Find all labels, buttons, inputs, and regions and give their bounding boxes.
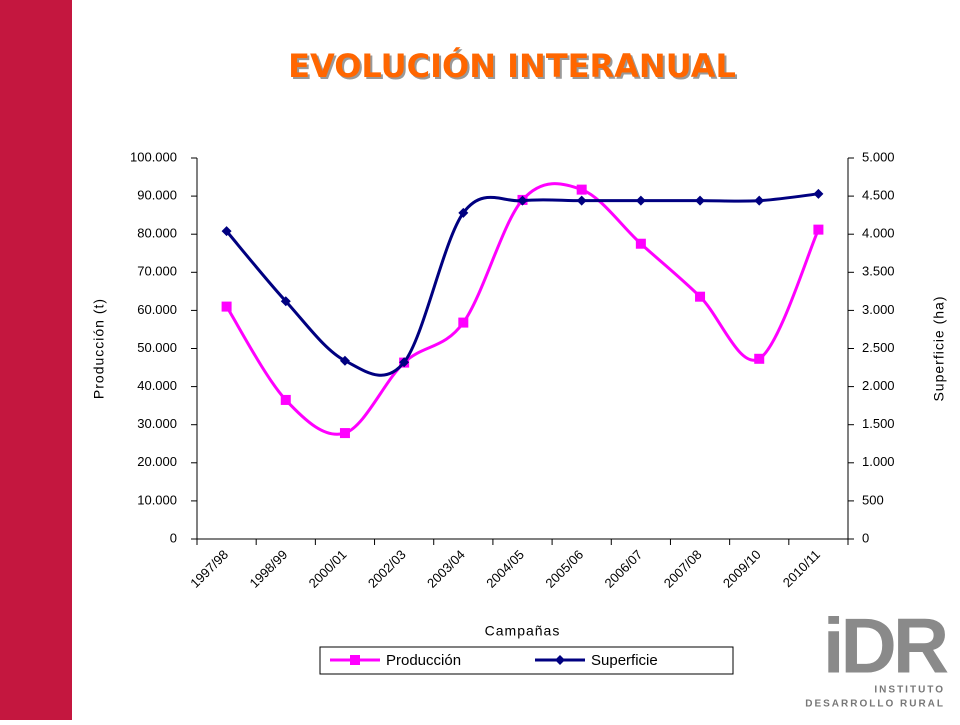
y2-tick-label: 3.500 xyxy=(862,264,895,279)
logo-mark: iDR xyxy=(823,602,948,690)
x-tick-label: 2007/08 xyxy=(661,547,705,591)
y2-tick-label: 2.500 xyxy=(862,340,895,355)
marker xyxy=(576,184,587,195)
y-tick-label: 40.000 xyxy=(137,378,177,393)
y2-tick-label: 4.000 xyxy=(862,226,895,241)
y2-tick-label: 2.000 xyxy=(862,378,895,393)
y2-tick-label: 0 xyxy=(862,530,869,545)
marker xyxy=(813,188,824,199)
marker xyxy=(399,357,410,368)
logo: iDR INSTITUTO DESARROLLO RURAL xyxy=(805,602,952,710)
marker xyxy=(221,301,232,312)
title-shadow: EVOLUCIÓN INTERANUAL xyxy=(290,48,738,87)
marker xyxy=(458,317,469,328)
y-tick-label: 80.000 xyxy=(137,226,177,241)
marker xyxy=(458,207,469,218)
y-axis-label: Producción (t) xyxy=(91,298,107,399)
side-bar xyxy=(0,0,72,720)
y-tick-label: 30.000 xyxy=(137,416,177,431)
y-tick-label: 10.000 xyxy=(137,492,177,507)
series-line xyxy=(225,192,819,377)
y2-tick-label: 4.500 xyxy=(862,188,895,203)
y2-tick-label: 5.000 xyxy=(862,149,895,164)
marker xyxy=(754,195,765,206)
legend-label: Superficie xyxy=(591,652,658,669)
x-tick-label: 2006/07 xyxy=(602,547,646,591)
marker xyxy=(517,195,528,206)
marker xyxy=(576,195,587,206)
x-tick-label: 2010/11 xyxy=(780,547,823,590)
y2-tick-label: 1.500 xyxy=(862,416,895,431)
x-tick-label: 2009/10 xyxy=(720,547,764,591)
y-tick-label: 90.000 xyxy=(137,188,177,203)
marker xyxy=(695,195,706,206)
marker xyxy=(350,655,360,665)
x-tick-label: 2005/06 xyxy=(542,547,586,591)
y-tick-label: 50.000 xyxy=(137,340,177,355)
x-axis-label: Campañas xyxy=(485,623,561,639)
plot-frame xyxy=(197,158,848,539)
x-tick-label: 2004/05 xyxy=(483,547,527,591)
y2-tick-label: 1.000 xyxy=(862,454,895,469)
legend-box xyxy=(319,646,734,675)
y-tick-label: 70.000 xyxy=(137,264,177,279)
y-tick-label: 20.000 xyxy=(137,454,177,469)
x-tick-label: 2003/04 xyxy=(424,547,468,591)
logo-line1: INSTITUTO xyxy=(874,685,945,696)
chart-title: EVOLUCIÓN INTERANUAL xyxy=(288,46,736,85)
y-tick-label: 0 xyxy=(170,530,177,545)
marker xyxy=(754,353,765,364)
marker xyxy=(221,226,232,237)
marker xyxy=(695,291,706,302)
marker xyxy=(280,394,291,405)
marker xyxy=(339,355,350,366)
marker xyxy=(635,238,646,249)
series-line xyxy=(225,182,820,436)
x-tick-label: 2002/03 xyxy=(365,547,409,591)
y-tick-label: 100.000 xyxy=(130,149,177,164)
y2-axis-label: Superficie (ha) xyxy=(931,295,947,401)
marker xyxy=(280,296,291,307)
marker xyxy=(635,195,646,206)
legend-label: Producción xyxy=(386,652,461,669)
y2-tick-label: 500 xyxy=(862,492,884,507)
marker xyxy=(813,224,824,235)
marker xyxy=(339,428,350,439)
y-tick-label: 60.000 xyxy=(137,302,177,317)
x-tick-label: 1998/99 xyxy=(246,547,290,591)
marker xyxy=(555,655,565,665)
x-tick-label: 2000/01 xyxy=(306,547,350,591)
logo-line2: DESARROLLO RURAL xyxy=(805,699,945,710)
x-tick-label: 1997/98 xyxy=(187,547,231,591)
y2-tick-label: 3.000 xyxy=(862,302,895,317)
